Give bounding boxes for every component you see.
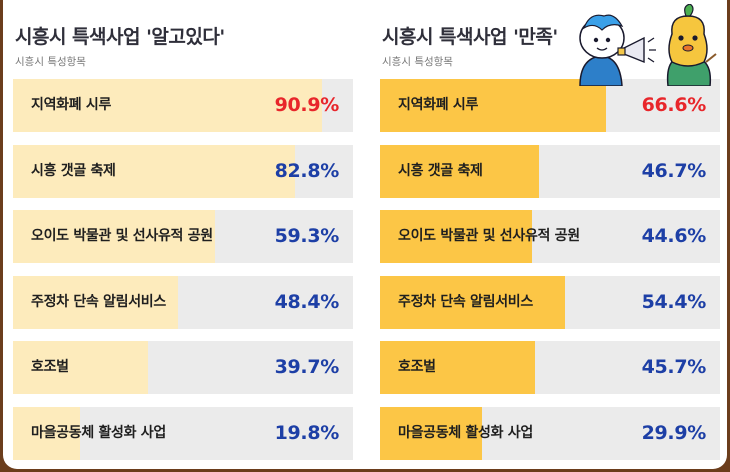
chart-panel-satisfaction: 시흥시 특색사업 '만족' 시흥시 특성항목 지역화폐 시루 66.6% 시흥 갯골… — [380, 0, 720, 469]
bar-row: 마을공동체 활성화 사업 19.8% — [13, 407, 353, 460]
category-label: 마을공동체 활성화 사업 — [31, 425, 166, 441]
bar — [13, 210, 215, 264]
value-label: 59.3% — [274, 225, 340, 248]
bar — [380, 79, 607, 132]
bar-row: 오이도 박물관 및 선사유적 공원 44.6% — [380, 210, 720, 264]
value-label: 19.8% — [274, 422, 340, 444]
bar — [380, 341, 536, 395]
bar-row: 지역화폐 시루 66.6% — [380, 79, 720, 132]
mascot-illustration — [579, 4, 717, 86]
bar — [380, 144, 539, 198]
category-label: 호조벌 — [398, 359, 436, 376]
value-label: 82.8% — [274, 159, 340, 182]
value-label: 44.6% — [641, 225, 707, 248]
bar — [13, 407, 81, 460]
bar-row: 시흥 갯골 축제 82.8% — [13, 144, 353, 198]
category-label: 오이도 박물관 및 선사유적 공원 — [398, 228, 580, 245]
category-label: 주정차 단속 알림서비스 — [31, 293, 166, 310]
bar-row: 오이도 박물관 및 선사유적 공원 59.3% — [13, 210, 353, 264]
mascot-yellow-character — [666, 4, 717, 86]
category-label: 시흥 갯골 축제 — [31, 162, 116, 179]
value-label: 48.4% — [274, 290, 340, 313]
value-label: 29.9% — [641, 422, 707, 444]
chart-title: 시흥시 특색사업 '알고있다' — [15, 26, 225, 48]
bar — [380, 407, 482, 460]
mascot-blue-character — [579, 14, 625, 86]
bar — [13, 341, 148, 395]
chart-subtitle: 시흥시 특성항목 — [382, 56, 453, 68]
category-label: 시흥 갯골 축제 — [398, 162, 483, 179]
value-label: 45.7% — [641, 356, 707, 379]
chart-panel-awareness: 시흥시 특색사업 '알고있다' 시흥시 특성항목 지역화폐 시루 90.9% 시흥 … — [13, 0, 353, 469]
category-label: 마을공동체 활성화 사업 — [398, 425, 533, 441]
bar-row: 호조벌 39.7% — [13, 341, 353, 395]
category-label: 오이도 박물관 및 선사유적 공원 — [31, 228, 213, 245]
chart-title: 시흥시 특색사업 '만족' — [382, 26, 558, 48]
bar — [380, 210, 532, 264]
value-label: 39.7% — [274, 356, 340, 379]
value-label: 66.6% — [641, 94, 707, 116]
value-label: 46.7% — [641, 159, 707, 182]
category-label: 지역화폐 시루 — [398, 97, 479, 113]
category-label: 주정차 단속 알림서비스 — [398, 293, 533, 310]
megaphone-icon — [617, 36, 656, 64]
bar — [13, 275, 178, 329]
bar-row: 지역화폐 시루 90.9% — [13, 79, 353, 132]
bar — [13, 79, 323, 132]
chart-subtitle: 시흥시 특성항목 — [15, 56, 86, 68]
value-label: 90.9% — [274, 94, 340, 116]
bar-row: 마을공동체 활성화 사업 29.9% — [380, 407, 720, 460]
bar-row: 주정차 단속 알림서비스 48.4% — [13, 275, 353, 329]
value-label: 54.4% — [641, 290, 707, 313]
category-label: 호조벌 — [31, 359, 69, 376]
bar — [13, 144, 295, 198]
bar-row: 호조벌 45.7% — [380, 341, 720, 395]
category-label: 지역화폐 시루 — [31, 97, 112, 113]
bar-row: 시흥 갯골 축제 46.7% — [380, 144, 720, 198]
bar — [380, 275, 565, 329]
bar-row: 주정차 단속 알림서비스 54.4% — [380, 275, 720, 329]
survey-card: 시흥시 특색사업 '알고있다' 시흥시 특성항목 지역화폐 시루 90.9% 시흥 … — [3, 0, 727, 469]
